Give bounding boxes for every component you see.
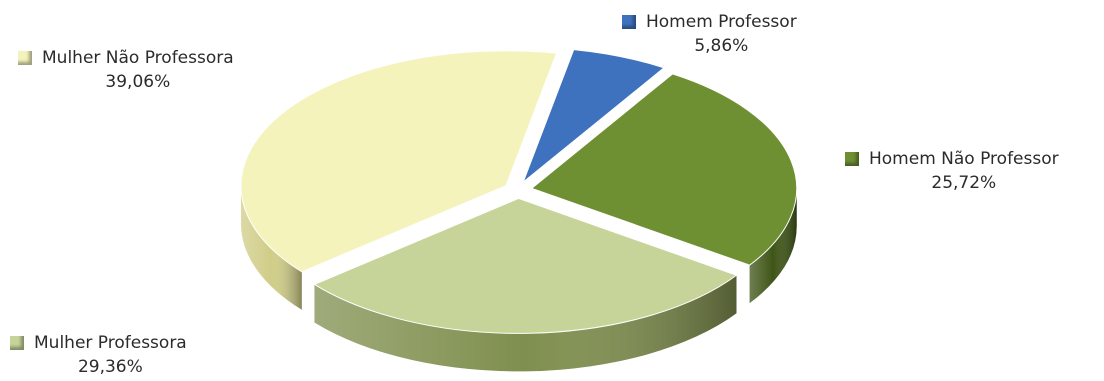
legend-swatch-homem-nao-professor bbox=[845, 152, 859, 166]
pie-side-shade-1-0 bbox=[749, 188, 797, 304]
slice-value-mulher-professora: 29,36% bbox=[77, 357, 143, 377]
slice-name-mulher-nao-professora: Mulher Não Professora bbox=[42, 48, 234, 68]
slice-value-mulher-nao-professora: 39,06% bbox=[105, 72, 171, 92]
slice-label-homem-nao-professor: Homem Não Professor 25,72% bbox=[845, 147, 1059, 195]
legend-swatch-mulher-nao-professora bbox=[18, 51, 32, 65]
pie-side-shade-3-0 bbox=[240, 185, 302, 310]
slice-name-homem-professor: Homem Professor bbox=[646, 12, 797, 32]
legend-swatch-mulher-professora bbox=[10, 336, 24, 350]
slice-label-homem-professor: Homem Professor 5,86% bbox=[622, 10, 797, 58]
legend-swatch-homem-professor bbox=[622, 15, 636, 29]
pie-slice-mulher-professora bbox=[313, 197, 738, 334]
pie-slice-mulher-n-o-professora bbox=[240, 50, 558, 273]
slice-label-mulher-professora: Mulher Professora 29,36% bbox=[10, 331, 187, 379]
pie-side-shade-2-0 bbox=[314, 275, 737, 372]
slice-value-homem-nao-professor: 25,72% bbox=[931, 173, 997, 193]
slice-value-homem-professor: 5,86% bbox=[694, 36, 749, 56]
pie-tops bbox=[240, 49, 798, 334]
pie-slice-homem-n-o-professor bbox=[530, 73, 798, 266]
slice-name-mulher-professora: Mulher Professora bbox=[34, 333, 187, 353]
slice-label-mulher-nao-professora: Mulher Não Professora 39,06% bbox=[18, 46, 234, 94]
pie-slice-homem-professor bbox=[522, 49, 665, 184]
slice-name-homem-nao-professor: Homem Não Professor bbox=[869, 149, 1059, 169]
pie-sides bbox=[240, 185, 797, 372]
